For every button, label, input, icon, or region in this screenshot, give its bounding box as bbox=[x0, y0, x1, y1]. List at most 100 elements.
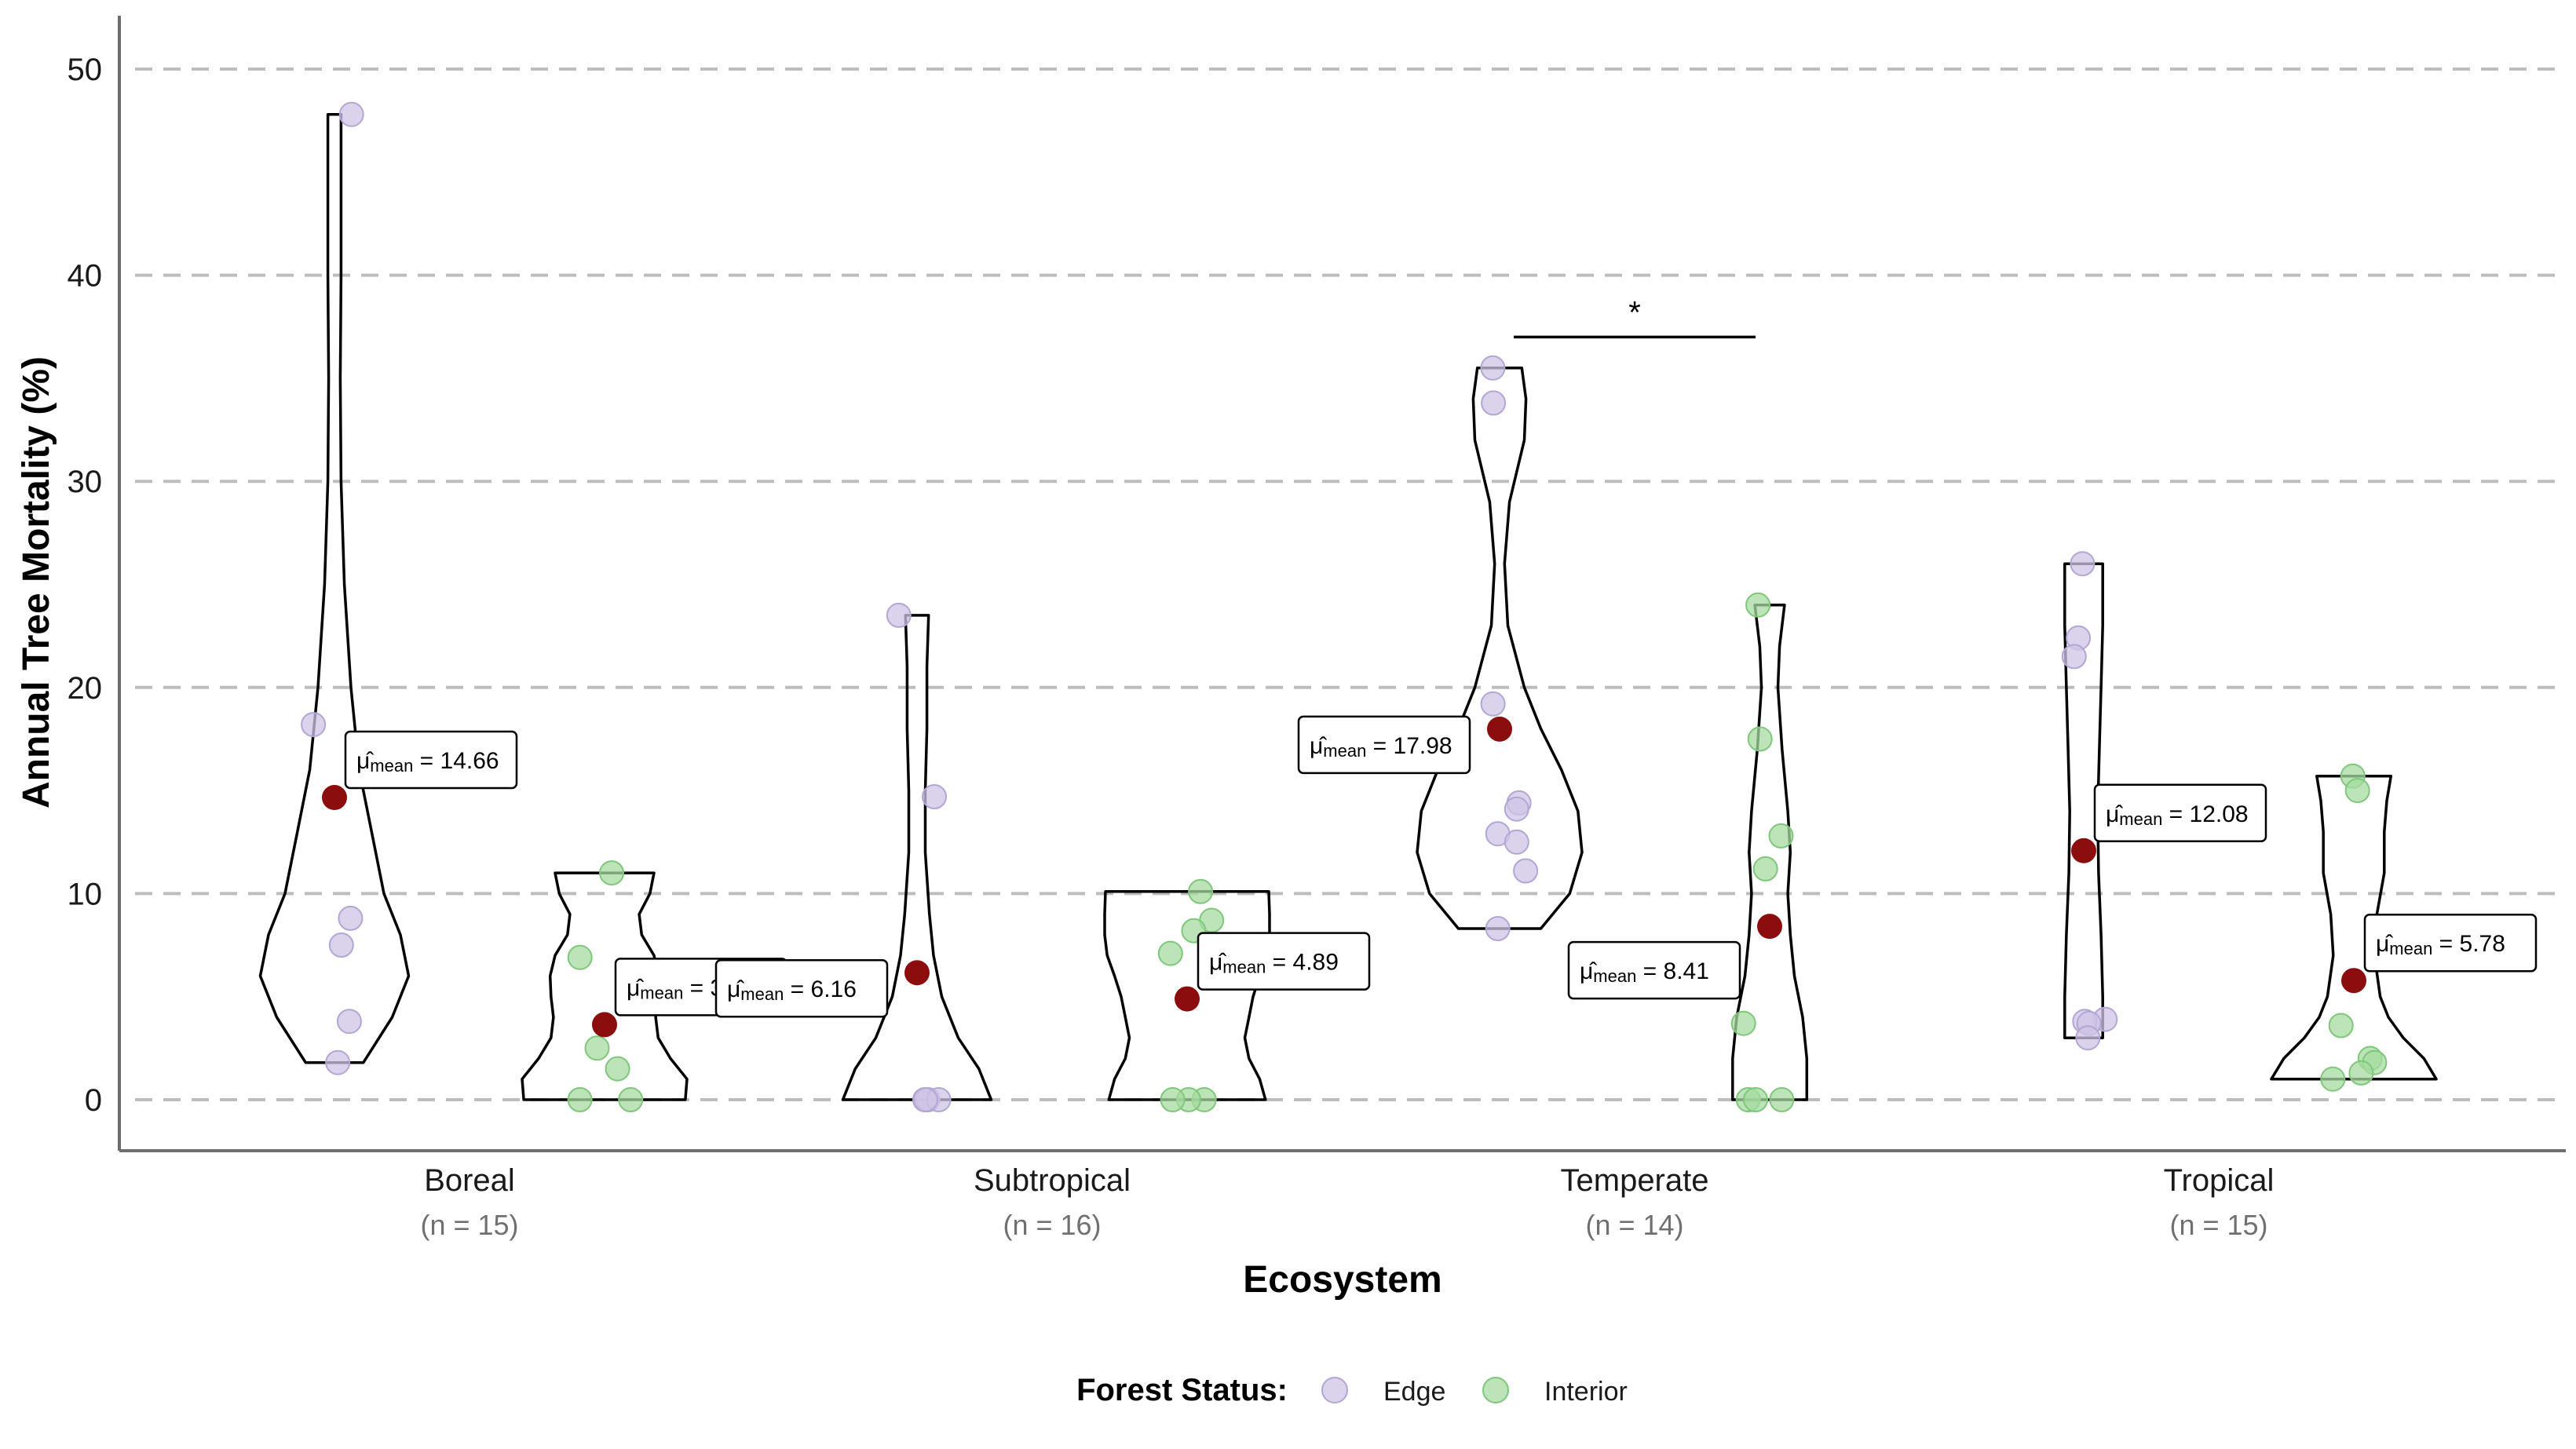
y-tick-label: 0 bbox=[85, 1083, 102, 1118]
data-point bbox=[328, 933, 354, 958]
legend: Forest Status: Edge Interior bbox=[1076, 1373, 1628, 1407]
data-point bbox=[1730, 1010, 1756, 1036]
data-point bbox=[1481, 390, 1507, 416]
data-point bbox=[584, 1035, 610, 1061]
mean-label-frame bbox=[344, 730, 518, 790]
mean-marker bbox=[2341, 968, 2366, 994]
x-tick-n-label: (n = 14) bbox=[1585, 1209, 1683, 1241]
data-point bbox=[1160, 1087, 1186, 1112]
mean-label-box: μ̂mean = 5.78 bbox=[2363, 913, 2538, 973]
legend-title: Forest Status: bbox=[1076, 1373, 1288, 1407]
mean-marker bbox=[904, 960, 930, 986]
violin-boreal-edge bbox=[258, 113, 411, 1064]
data-point bbox=[1752, 856, 1778, 881]
data-point bbox=[567, 944, 593, 970]
data-point bbox=[1504, 829, 1529, 855]
mean-label-frame bbox=[2363, 913, 2538, 973]
data-point bbox=[1768, 823, 1794, 849]
mean-marker bbox=[1175, 986, 1200, 1012]
data-point bbox=[922, 784, 947, 809]
data-point bbox=[1480, 355, 1506, 381]
mean-marker bbox=[2071, 838, 2096, 863]
data-point bbox=[336, 1009, 362, 1035]
data-point bbox=[1157, 940, 1183, 966]
data-point bbox=[1504, 796, 1529, 822]
axes: 0 10 20 30 40 50 Boreal (n = 15) Subtropical (n =… bbox=[16, 16, 2566, 1301]
mean-label-frame bbox=[1567, 940, 1741, 1000]
mean-label-frame bbox=[1197, 932, 1371, 991]
legend-key-interior bbox=[1482, 1377, 1509, 1403]
data-point bbox=[301, 712, 327, 738]
violin-tropical-edge bbox=[2063, 562, 2104, 1039]
mean-label-box: μ̂mean = 14.66 bbox=[344, 730, 518, 790]
mean-label-box: μ̂mean = 8.41 bbox=[1567, 940, 1741, 1000]
data-point bbox=[1769, 1087, 1795, 1112]
violin-tropical-interior bbox=[2270, 774, 2438, 1081]
violin-boreal-interior bbox=[521, 871, 689, 1101]
data-point bbox=[2320, 1066, 2346, 1092]
mean-label-text: μ̂mean = 5.78 bbox=[2376, 931, 2505, 958]
mean-label-text: μ̂mean = 14.66 bbox=[356, 748, 499, 776]
mean-label-box: μ̂mean = 4.89 bbox=[1197, 932, 1371, 991]
mean-marker bbox=[1757, 914, 1782, 940]
mean-label-box: μ̂mean = 17.98 bbox=[1297, 715, 1471, 775]
data-point bbox=[599, 860, 625, 886]
x-tick-label: Boreal bbox=[424, 1163, 515, 1198]
x-tick-label: Subtropical bbox=[974, 1163, 1131, 1198]
data-point bbox=[618, 1087, 644, 1112]
mean-labels: μ̂mean = 14.66μ̂mean = 3.64μ̂mean = 6.16… bbox=[344, 715, 2538, 1018]
data-point bbox=[2348, 1060, 2374, 1086]
data-point bbox=[912, 1087, 938, 1112]
annotations: * bbox=[1514, 295, 1756, 339]
data-point bbox=[886, 602, 912, 628]
data-point bbox=[1745, 592, 1771, 618]
y-axis-title: Annual Tree Mortality (%) bbox=[16, 356, 57, 808]
mean-label-text: μ̂mean = 17.98 bbox=[1310, 733, 1452, 761]
y-tick-label: 10 bbox=[68, 877, 103, 911]
mean-label-box: μ̂mean = 6.16 bbox=[714, 958, 889, 1018]
mean-marker bbox=[322, 785, 347, 811]
legend-label-interior: Interior bbox=[1544, 1377, 1628, 1407]
y-tick-label: 50 bbox=[68, 53, 103, 87]
grid-lines bbox=[135, 68, 2566, 1101]
data-point bbox=[1747, 726, 1773, 752]
data-point bbox=[338, 905, 364, 931]
data-point bbox=[605, 1056, 630, 1082]
x-axis-title: Ecosystem bbox=[1243, 1259, 1441, 1301]
mean-label-text: μ̂mean = 12.08 bbox=[2106, 801, 2249, 829]
mean-label-frame bbox=[2093, 783, 2267, 843]
legend-key-edge bbox=[1321, 1377, 1348, 1403]
y-tick-label: 30 bbox=[68, 465, 103, 499]
data-point bbox=[567, 1087, 593, 1112]
legend-label-edge: Edge bbox=[1383, 1377, 1445, 1407]
x-tick-n-label: (n = 16) bbox=[1003, 1209, 1101, 1241]
data-point bbox=[1485, 916, 1511, 941]
violin-temperate-edge bbox=[1416, 367, 1584, 930]
data-points bbox=[301, 101, 2388, 1112]
data-point bbox=[2075, 1025, 2101, 1051]
mean-label-text: μ̂mean = 8.41 bbox=[1580, 958, 1709, 986]
data-point bbox=[1480, 691, 1506, 717]
mean-label-frame bbox=[714, 958, 889, 1018]
significance-star: * bbox=[1628, 295, 1641, 330]
data-point bbox=[2061, 644, 2087, 670]
mean-label-box: μ̂mean = 12.08 bbox=[2093, 783, 2267, 843]
mean-label-text: μ̂mean = 6.16 bbox=[727, 976, 857, 1004]
mean-label-text: μ̂mean = 4.89 bbox=[1209, 950, 1339, 977]
violin-subtropical-interior bbox=[1103, 890, 1271, 1101]
data-point bbox=[2070, 551, 2096, 577]
x-tick-n-label: (n = 15) bbox=[420, 1209, 518, 1241]
data-point bbox=[325, 1049, 351, 1075]
data-point bbox=[2328, 1013, 2354, 1038]
data-point bbox=[1743, 1087, 1768, 1112]
x-tick-label: Temperate bbox=[1561, 1163, 1709, 1198]
y-tick-label: 20 bbox=[68, 671, 103, 706]
x-tick-n-label: (n = 15) bbox=[2169, 1209, 2267, 1241]
mean-label-frame bbox=[1297, 715, 1471, 775]
x-tick-label: Tropical bbox=[2164, 1163, 2275, 1198]
data-point bbox=[1188, 878, 1214, 904]
mean-marker bbox=[592, 1012, 617, 1038]
y-tick-label: 40 bbox=[68, 259, 103, 294]
data-point bbox=[338, 101, 364, 127]
